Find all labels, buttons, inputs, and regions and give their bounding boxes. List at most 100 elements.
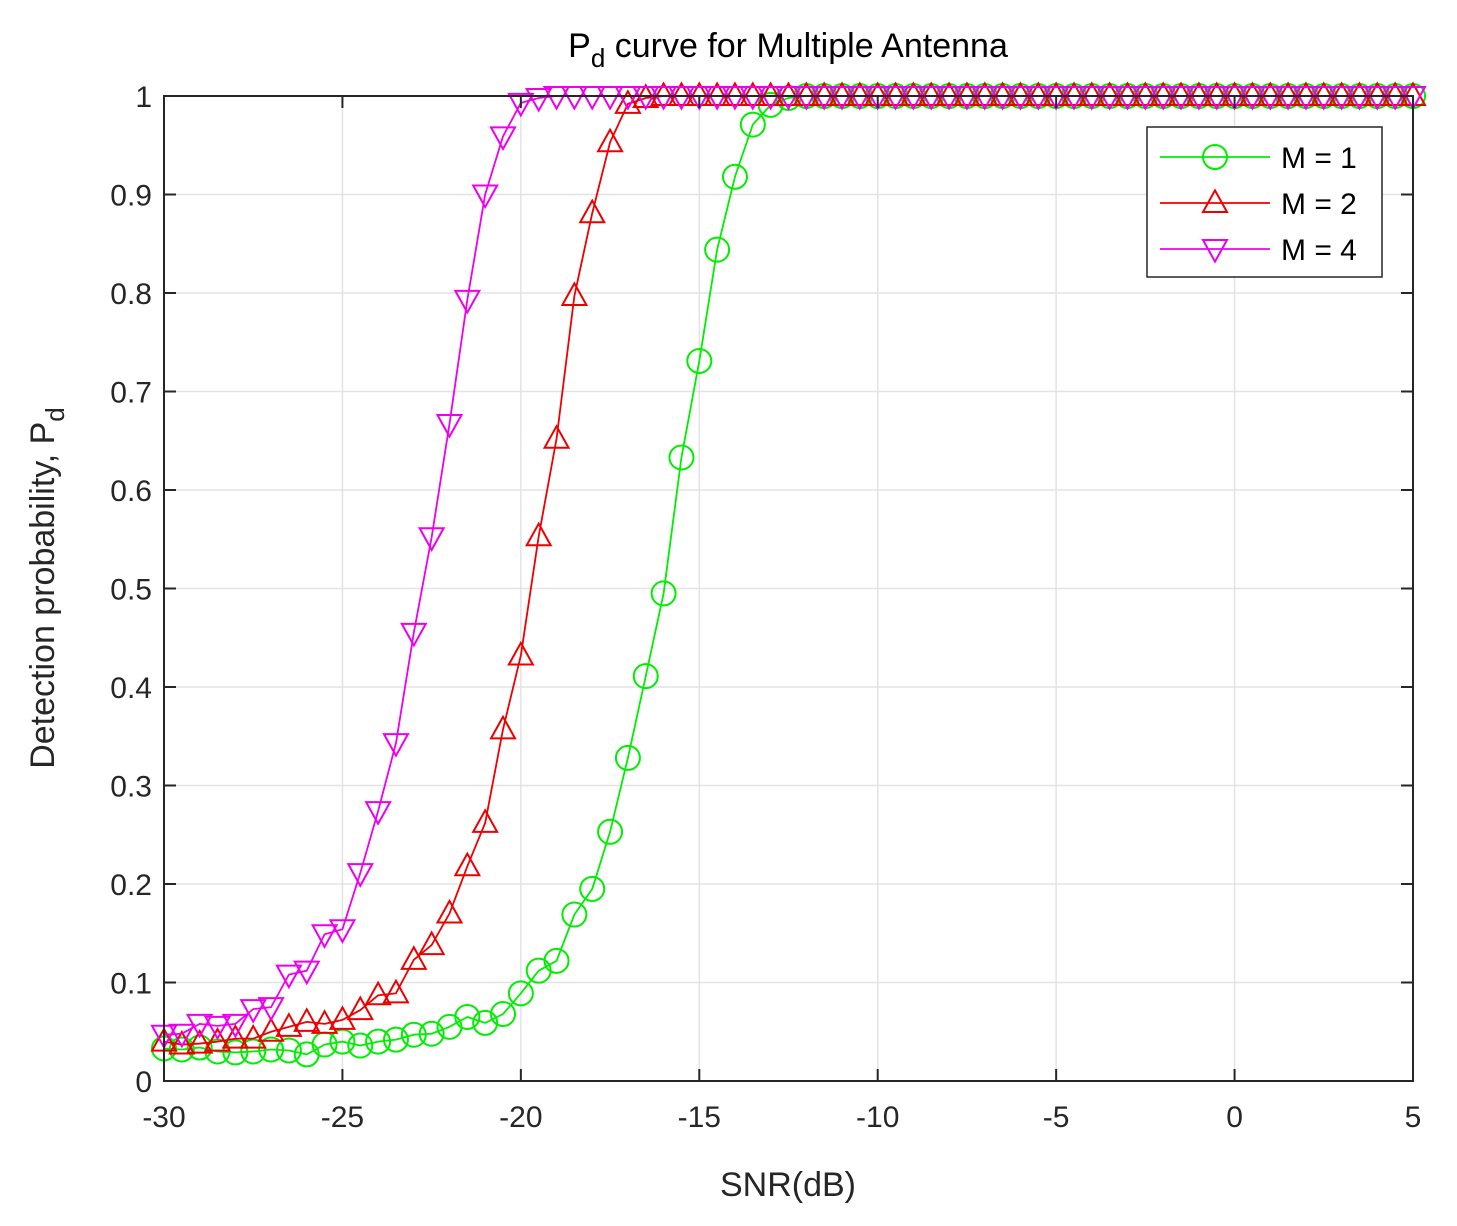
data-point: [382, 1026, 409, 1053]
data-point: [1345, 86, 1374, 111]
data-point: [597, 818, 624, 845]
data-point: [667, 81, 696, 106]
data-point: [507, 640, 535, 666]
data-point: [417, 527, 446, 552]
data-point: [542, 424, 571, 449]
data-point: [1292, 86, 1320, 111]
data-point: [632, 663, 659, 690]
data-point: [704, 236, 731, 263]
y-tick-label: 0.4: [110, 672, 152, 705]
data-point: [864, 86, 892, 111]
data-point: [1345, 81, 1374, 106]
data-point: [1363, 81, 1392, 106]
data-point: [489, 126, 517, 152]
y-tick-label: 0.1: [110, 968, 152, 1001]
data-point: [507, 980, 534, 1007]
data-point: [365, 1028, 392, 1055]
data-point: [1381, 86, 1409, 111]
data-point: [417, 930, 446, 956]
data-point: [810, 81, 838, 106]
legend-label: M = 2: [1281, 188, 1357, 221]
data-point: [828, 86, 856, 111]
chart-title-subscript: d: [591, 43, 605, 73]
series-3: [150, 86, 1427, 1050]
data-point: [471, 808, 499, 833]
data-point: [935, 81, 963, 106]
data-point: [1185, 81, 1213, 106]
data-point: [792, 86, 821, 111]
data-point: [1256, 81, 1284, 106]
data-point: [739, 86, 767, 111]
data-point: [472, 1009, 499, 1036]
data-point: [400, 945, 428, 970]
y-tick-label: 0.8: [110, 278, 152, 311]
data-point: [490, 1001, 517, 1028]
data-point: [1381, 81, 1409, 106]
data-point: [418, 1020, 445, 1047]
data-point: [739, 81, 767, 106]
data-point: [578, 86, 606, 111]
data-point: [596, 127, 624, 153]
data-point: [668, 444, 695, 471]
data-point: [846, 81, 874, 106]
data-point: [1042, 86, 1070, 111]
data-point: [1149, 81, 1177, 106]
data-point: [382, 978, 410, 1004]
data-point: [543, 947, 570, 974]
data-point: [168, 1036, 195, 1063]
data-point: [346, 995, 374, 1021]
data-point: [185, 1028, 214, 1054]
data-point: [310, 924, 339, 949]
data-point: [596, 86, 624, 111]
data-point: [971, 81, 999, 106]
legend-marker: [1202, 144, 1228, 170]
x-tick-label: -5: [1043, 1101, 1070, 1134]
data-point: [453, 289, 482, 315]
data-point: [881, 81, 910, 106]
data-point: [435, 414, 464, 439]
data-point: [222, 1039, 249, 1066]
data-point: [1310, 81, 1338, 106]
data-point: [1292, 81, 1320, 106]
data-point: [614, 744, 641, 771]
data-point: [1363, 86, 1392, 111]
data-point: [239, 1023, 267, 1049]
data-point: [846, 86, 874, 111]
data-point: [507, 92, 535, 118]
y-axis-title: Detection probability, Pd: [24, 407, 70, 769]
data-point: [1274, 81, 1302, 106]
data-point: [454, 1003, 481, 1030]
y-tick-label: 0: [135, 1066, 152, 1099]
data-point: [560, 281, 589, 306]
x-tick-label: -25: [321, 1101, 364, 1134]
data-point: [632, 86, 660, 111]
data-point: [792, 81, 821, 106]
data-point: [649, 86, 678, 111]
data-point: [899, 86, 928, 111]
data-point: [810, 86, 838, 111]
data-point: [1203, 86, 1231, 111]
y-tick-label: 0.9: [110, 180, 152, 213]
data-point: [400, 1021, 427, 1048]
data-point: [917, 86, 945, 111]
data-point: [1327, 81, 1356, 106]
data-point: [1131, 81, 1160, 106]
data-point: [721, 81, 749, 106]
data-point: [525, 87, 553, 113]
data-point: [1078, 81, 1106, 106]
legend-label: M = 4: [1281, 234, 1357, 267]
data-point: [667, 86, 696, 111]
data-point: [578, 198, 606, 224]
data-point: [561, 901, 588, 928]
tick-labels: -30 -25 -20 -15 -10 -5 0 5 0 0.1 0.2 0.3 0.4 0.5 0.6 0.…: [110, 81, 1421, 1134]
legend-marker: [1201, 188, 1229, 213]
data-point: [275, 1012, 303, 1037]
y-tick-label: 0.7: [110, 377, 152, 410]
chart-title-rest: curve for Multiple Antenna: [605, 27, 1008, 65]
data-point: [649, 81, 678, 106]
data-point: [1399, 86, 1427, 111]
y-tick-label: 0.2: [110, 869, 152, 902]
legend-label: M = 1: [1281, 142, 1357, 175]
data-point: [756, 81, 785, 106]
chart-title: Pd curve for Multiple Antenna: [568, 27, 1008, 73]
